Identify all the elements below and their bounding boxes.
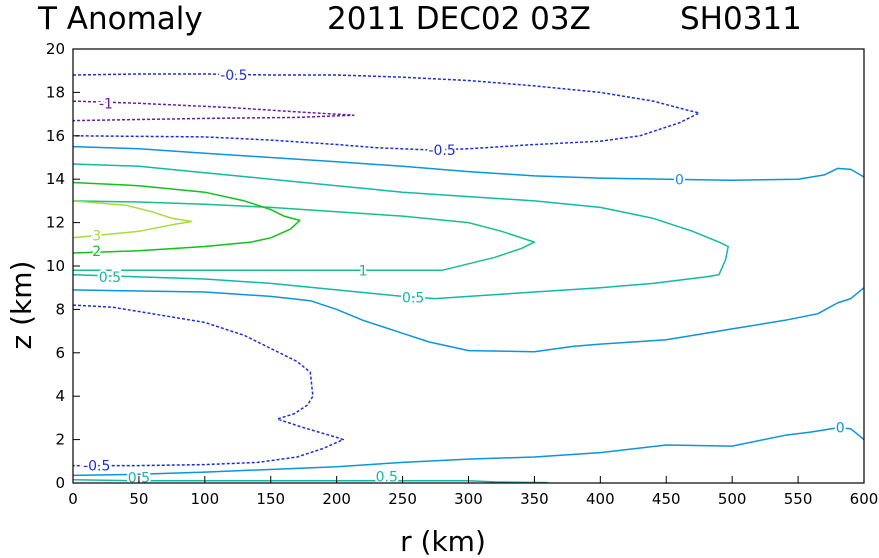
- contour-pos1: [72, 200, 536, 272]
- contour-label-8: 0.5: [402, 290, 424, 306]
- contour-zero-lower: [72, 426, 865, 477]
- contour-label-10: -0.5: [83, 459, 110, 475]
- contour-label-3: 0: [675, 173, 684, 189]
- contour-label-0: -0.5: [220, 68, 247, 84]
- y-axis-ticks: 0 2 4 6 8 10 12 14 16 18 20: [46, 40, 80, 492]
- contour-label-2: -0.5: [428, 143, 455, 159]
- y-tick-label: 6: [55, 344, 65, 362]
- x-tick-label: 100: [191, 490, 220, 508]
- x-axis-label: r (km): [400, 525, 486, 558]
- y-tick-label: 12: [46, 214, 65, 232]
- contour-zero-middle: [72, 287, 865, 353]
- chart-title-variable: T Anomaly: [37, 1, 203, 37]
- x-tick-label: 0: [68, 490, 78, 508]
- contour-label-9: 0: [836, 421, 845, 437]
- y-tick-label: 20: [46, 40, 65, 58]
- chart-title-datetime: 2011 DEC02 03Z: [327, 1, 591, 37]
- contour-label-4: 3: [92, 229, 101, 245]
- y-tick-label: 0: [55, 474, 65, 492]
- plot-frame: [72, 48, 865, 484]
- x-tick-label: 450: [652, 490, 681, 508]
- x-tick-label: 50: [129, 490, 148, 508]
- y-tick-label: 2: [55, 431, 65, 449]
- x-tick-label: 350: [520, 490, 549, 508]
- contour-label-5: 2: [92, 244, 101, 260]
- y-tick-label: 8: [55, 300, 65, 318]
- y-axis-label: z (km): [5, 261, 38, 350]
- x-tick-label: 550: [784, 490, 813, 508]
- y-tick-label: 16: [46, 127, 65, 145]
- contour-pos05-upper: [72, 163, 729, 300]
- x-axis-ticks: 0 50 100 150 200 250 300 350 400 450 500 550 600: [68, 476, 878, 508]
- contour-zero-upper: [72, 145, 865, 182]
- x-tick-label: 200: [322, 490, 351, 508]
- contour-neg05-mid: [72, 304, 345, 467]
- y-tick-label: 18: [46, 83, 65, 101]
- y-tick-label: 10: [46, 257, 65, 275]
- x-tick-label: 500: [718, 490, 747, 508]
- contour-pos2: [72, 181, 301, 254]
- contour-label-7: 0.5: [99, 270, 121, 286]
- x-tick-label: 150: [256, 490, 285, 508]
- y-tick-label: 4: [55, 387, 65, 405]
- x-tick-label: 400: [586, 490, 615, 508]
- contour-label-1: -1: [99, 96, 113, 112]
- contour-neg05-top: [72, 73, 700, 151]
- x-tick-label: 300: [454, 490, 483, 508]
- contour-pos3: [72, 200, 193, 239]
- x-tick-label: 600: [850, 490, 879, 508]
- contour-lines: [72, 73, 865, 484]
- x-tick-label: 250: [388, 490, 417, 508]
- y-tick-label: 14: [46, 170, 65, 188]
- contour-neg1: [72, 100, 355, 122]
- contour-label-6: 1: [359, 263, 368, 279]
- chart-title-storm: SH0311: [680, 1, 802, 37]
